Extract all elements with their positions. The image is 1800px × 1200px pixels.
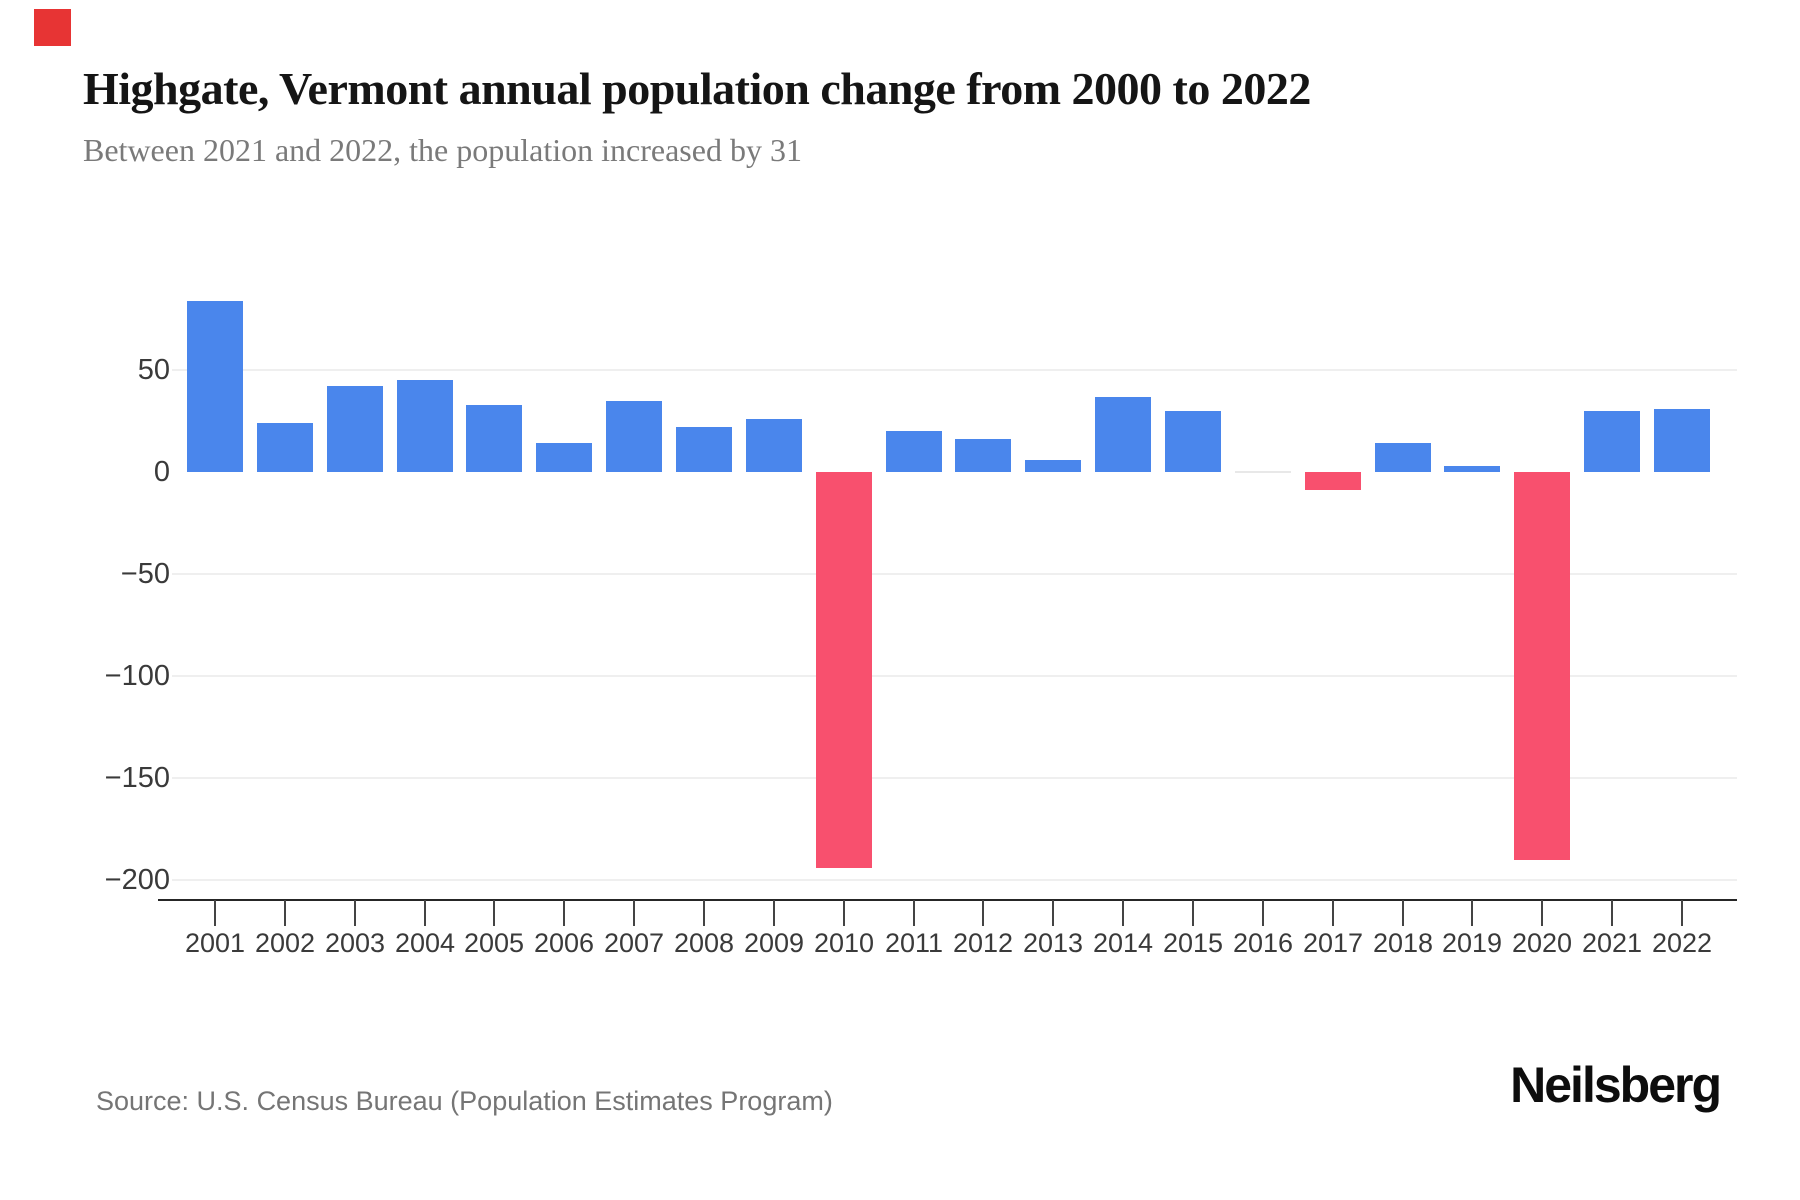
bar-2004 xyxy=(397,380,453,472)
bar-2003 xyxy=(327,386,383,472)
x-axis-tick-label: 2010 xyxy=(813,928,875,958)
x-axis-tick-label: 2007 xyxy=(603,928,665,958)
x-axis-tick xyxy=(1262,900,1264,926)
brand-accent-square xyxy=(34,9,71,46)
bar-2015 xyxy=(1165,411,1221,472)
x-axis-tick-label: 2022 xyxy=(1651,928,1713,958)
x-axis-tick xyxy=(1681,900,1683,926)
bar-2022 xyxy=(1654,409,1710,472)
y-gridline xyxy=(172,879,1737,881)
x-axis-tick-label: 2015 xyxy=(1162,928,1224,958)
x-axis-tick xyxy=(1122,900,1124,926)
x-axis-tick-label: 2018 xyxy=(1372,928,1434,958)
x-axis-tick xyxy=(633,900,635,926)
y-axis-tick-label: 50 xyxy=(137,354,170,386)
bar-2001 xyxy=(187,301,243,472)
y-axis-tick-label: −150 xyxy=(104,762,170,794)
x-axis-tick xyxy=(214,900,216,926)
y-gridline xyxy=(172,675,1737,677)
x-axis-tick-label: 2004 xyxy=(394,928,456,958)
x-axis-tick xyxy=(1471,900,1473,926)
y-axis-tick-label: −200 xyxy=(104,864,170,896)
bar-2012 xyxy=(955,439,1011,472)
x-axis-tick xyxy=(284,900,286,926)
y-axis-tick-label: 0 xyxy=(153,456,170,488)
x-axis-tick-label: 2006 xyxy=(533,928,595,958)
bar-2011 xyxy=(886,431,942,472)
bar-2009 xyxy=(746,419,802,472)
y-axis-tick-label: −50 xyxy=(120,558,170,590)
x-axis-tick-label: 2016 xyxy=(1232,928,1294,958)
y-axis-tick-label: −100 xyxy=(104,660,170,692)
x-axis-tick xyxy=(913,900,915,926)
bar-2002 xyxy=(257,423,313,472)
bar-2017 xyxy=(1305,472,1361,490)
x-axis-tick xyxy=(563,900,565,926)
x-axis-tick-label: 2014 xyxy=(1092,928,1154,958)
x-axis-tick xyxy=(773,900,775,926)
bar-2018 xyxy=(1375,443,1431,472)
x-axis-tick-label: 2020 xyxy=(1511,928,1573,958)
x-axis-tick xyxy=(1052,900,1054,926)
bar-2013 xyxy=(1025,460,1081,472)
y-gridline xyxy=(172,573,1737,575)
x-axis-tick xyxy=(424,900,426,926)
bar-2014 xyxy=(1095,397,1151,472)
x-axis-tick xyxy=(354,900,356,926)
x-axis-tick-label: 2002 xyxy=(254,928,316,958)
x-axis-tick-label: 2017 xyxy=(1302,928,1364,958)
bar-2016 xyxy=(1235,471,1291,473)
bar-2010 xyxy=(816,472,872,868)
x-axis-tick xyxy=(843,900,845,926)
x-axis-tick xyxy=(1192,900,1194,926)
x-axis-tick xyxy=(703,900,705,926)
x-axis-tick-label: 2001 xyxy=(184,928,246,958)
x-axis-tick xyxy=(1402,900,1404,926)
x-axis-line xyxy=(158,899,1737,901)
y-gridline xyxy=(172,777,1737,779)
bar-2008 xyxy=(676,427,732,472)
x-axis-tick-label: 2021 xyxy=(1581,928,1643,958)
bar-2006 xyxy=(536,443,592,472)
source-note: Source: U.S. Census Bureau (Population E… xyxy=(96,1086,833,1116)
x-axis-tick-label: 2008 xyxy=(673,928,735,958)
x-axis-tick xyxy=(493,900,495,926)
x-axis-tick xyxy=(1611,900,1613,926)
x-axis-tick-label: 2011 xyxy=(884,928,944,958)
bar-2019 xyxy=(1444,466,1500,472)
x-axis-tick xyxy=(1541,900,1543,926)
x-axis-tick xyxy=(1332,900,1334,926)
x-axis-tick-label: 2019 xyxy=(1441,928,1503,958)
bar-2020 xyxy=(1514,472,1570,860)
y-gridline xyxy=(172,369,1737,371)
bar-2007 xyxy=(606,401,662,472)
bar-2005 xyxy=(466,405,522,472)
x-axis-tick-label: 2013 xyxy=(1022,928,1084,958)
x-axis-tick-label: 2012 xyxy=(952,928,1014,958)
x-axis-tick-label: 2009 xyxy=(743,928,805,958)
x-axis-tick xyxy=(982,900,984,926)
x-axis-tick-label: 2005 xyxy=(463,928,525,958)
page-subtitle: Between 2021 and 2022, the population in… xyxy=(83,132,802,168)
neilsberg-logo: Neilsberg xyxy=(1510,1057,1722,1113)
bar-2021 xyxy=(1584,411,1640,472)
page-title: Highgate, Vermont annual population chan… xyxy=(83,63,1311,114)
x-axis-tick-label: 2003 xyxy=(324,928,386,958)
